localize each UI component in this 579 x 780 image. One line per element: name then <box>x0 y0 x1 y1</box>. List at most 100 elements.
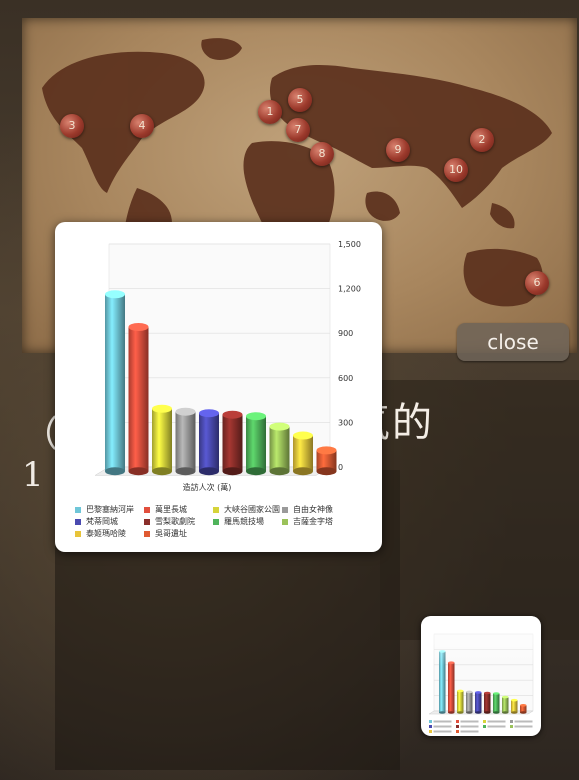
chart-bar-top <box>246 412 266 421</box>
legend-label: 吉薩金字塔 <box>293 517 333 526</box>
legend-item: 吳哥遺址 <box>144 528 187 539</box>
chart-bar-top <box>128 322 149 331</box>
chart-bar-top <box>199 409 219 418</box>
chart-bar <box>448 662 455 713</box>
y-tick-label: 900 <box>338 329 353 338</box>
map-marker-1[interactable]: 1 <box>258 100 282 124</box>
thumbnail-legend-line <box>433 730 452 733</box>
chart-bar-top <box>457 689 464 693</box>
legend-swatch <box>282 518 288 525</box>
chart-bar-base <box>520 711 527 714</box>
thumbnail-legend-swatch <box>456 730 459 733</box>
thumbnail-legend-line <box>487 725 506 728</box>
chart-bar-top <box>493 692 500 695</box>
y-tick-label: 1,500 <box>338 240 361 249</box>
world-map-continents <box>42 38 552 333</box>
thumbnail-legend-swatch <box>429 725 432 728</box>
chart-bar <box>493 693 500 713</box>
chart-bar <box>520 705 527 713</box>
chart-bar <box>502 697 509 713</box>
background-shadow <box>380 380 579 640</box>
legend-label: 萬里長城 <box>155 505 187 514</box>
thumbnail-legend-line <box>433 725 452 728</box>
chart-bar-base <box>457 711 464 714</box>
legend-label: 吳哥遺址 <box>155 529 187 538</box>
thumbnail-legend-swatch <box>429 720 432 723</box>
background-text-left-top: （ <box>22 414 59 455</box>
legend-swatch <box>282 506 288 513</box>
x-axis-label: 造訪人次 (萬) <box>183 482 232 492</box>
chart-bar <box>439 651 446 713</box>
chart-bar <box>457 690 464 713</box>
map-marker-9[interactable]: 9 <box>386 138 410 162</box>
legend-swatch <box>75 530 81 537</box>
legend-swatch <box>144 506 150 513</box>
chart-bar-base <box>493 711 500 714</box>
chart-bar <box>128 326 149 472</box>
chart-thumbnail[interactable] <box>421 616 541 736</box>
chart-bar-top <box>511 698 518 702</box>
chart-bar <box>269 426 290 472</box>
map-marker-8[interactable]: 8 <box>310 142 334 166</box>
thumbnail-legend-line <box>514 720 533 723</box>
legend-label: 泰姬瑪哈陵 <box>86 529 126 538</box>
chart-bar-top <box>269 422 290 431</box>
chart-bar <box>199 413 219 472</box>
thumbnail-legend-swatch <box>483 725 486 728</box>
map-marker-2[interactable]: 2 <box>470 128 494 152</box>
legend-item: 巴黎塞納河岸 <box>75 504 134 515</box>
thumbnail-legend-line <box>433 720 452 723</box>
chart-bar-top <box>222 410 243 419</box>
legend-item: 梵蒂岡城 <box>75 516 118 527</box>
chart-bar-base <box>246 467 266 476</box>
map-marker-5[interactable]: 5 <box>288 88 312 112</box>
y-tick-label: 300 <box>338 418 353 427</box>
map-marker-6[interactable]: 6 <box>525 271 549 295</box>
legend-swatch <box>144 518 150 525</box>
chart-bar <box>222 414 243 472</box>
y-tick-label: 0 <box>338 463 343 472</box>
chart-bar-base <box>511 711 518 714</box>
map-marker-7[interactable]: 7 <box>286 118 310 142</box>
thumbnail-legend-swatch <box>483 720 486 723</box>
map-marker-3[interactable]: 3 <box>60 114 84 138</box>
legend-label: 自由女神像 <box>293 505 333 514</box>
legend-item: 大峽谷國家公園 <box>213 504 280 515</box>
legend-item: 羅馬競技場 <box>213 516 264 527</box>
chart-bar <box>246 416 266 472</box>
legend-label: 大峽谷國家公園 <box>224 505 280 514</box>
chart-bar-top <box>475 691 482 694</box>
chart-popup: 0 300 600 900 1,200 1,500 造訪人次 (萬) 巴黎塞納河岸 萬里長城 大… <box>55 222 382 552</box>
thumbnail-legend-line <box>460 730 479 733</box>
legend-label: 巴黎塞納河岸 <box>86 505 134 514</box>
chart-bar-top <box>520 704 527 707</box>
chart-bar-base <box>448 711 455 714</box>
chart-bar <box>466 691 473 713</box>
chart-bar-base <box>128 467 149 476</box>
chart-bar <box>511 700 518 713</box>
legend-swatch <box>75 506 81 513</box>
thumbnail-legend-swatch <box>456 720 459 723</box>
thumbnail-legend-swatch <box>510 720 513 723</box>
thumbnail-legend-line <box>487 720 506 723</box>
chart-bar-base <box>269 467 290 476</box>
legend-item: 萬里長城 <box>144 504 187 515</box>
thumbnail-chart <box>428 633 534 733</box>
chart-bar-top <box>466 690 473 694</box>
y-tick-label: 1,200 <box>338 285 361 294</box>
map-marker-10[interactable]: 10 <box>444 158 468 182</box>
legend-swatch <box>213 518 219 525</box>
chart-bar-top <box>484 691 491 695</box>
thumbnail-legend-swatch <box>456 725 459 728</box>
thumbnail-gloss <box>421 616 541 666</box>
map-marker-4[interactable]: 4 <box>130 114 154 138</box>
chart-bar-top <box>502 695 509 699</box>
legend-label: 梵蒂岡城 <box>86 517 118 526</box>
chart-bar-base <box>484 711 491 714</box>
chart-bar-base <box>439 711 446 714</box>
chart-bar <box>484 692 491 713</box>
close-button[interactable]: close <box>457 323 569 361</box>
legend-swatch <box>75 518 81 525</box>
legend-item: 雪梨歌劇院 <box>144 516 195 527</box>
